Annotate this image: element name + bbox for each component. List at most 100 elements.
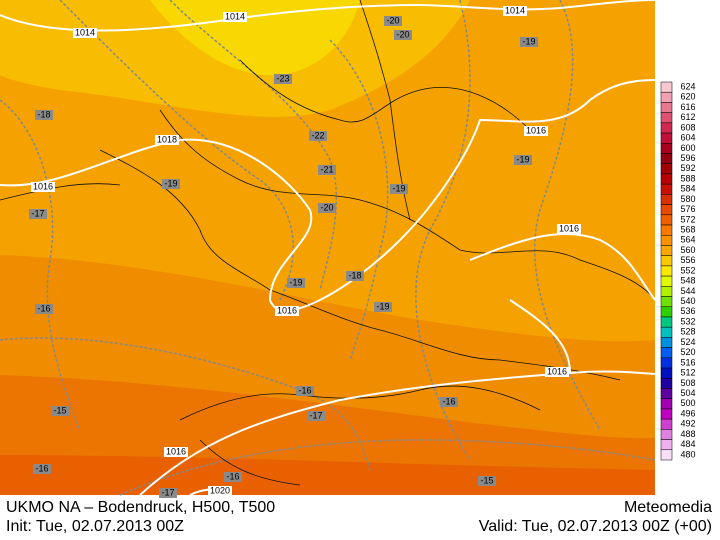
legend-label: 608 [680, 122, 695, 132]
temperature-label: -17 [31, 208, 44, 218]
footer-init: Init: Tue, 02.07.2013 00Z [6, 518, 184, 535]
legend-label: 548 [680, 276, 695, 286]
legend-label: 580 [680, 194, 695, 204]
temperature-label-box [33, 464, 51, 474]
legend-swatch [660, 143, 673, 154]
legend-swatch [660, 204, 673, 216]
legend-swatch [660, 439, 673, 451]
footer: UKMO NA – Bodendruck, H500, T500 Meteome… [6, 499, 712, 535]
legend-label: 564 [680, 235, 695, 245]
legend-label: 508 [680, 378, 695, 388]
temperature-label-box [296, 386, 314, 396]
temperature-label: -16 [442, 396, 455, 406]
legend-label: 512 [680, 368, 695, 378]
temperature-label-box [309, 131, 327, 141]
legend-label: 596 [680, 153, 695, 163]
isobar-label: 1014 [75, 27, 95, 37]
isobar-label: 1020 [210, 485, 230, 495]
temperature-label: -21 [320, 164, 333, 174]
isobar-label-box [275, 306, 299, 316]
temperature-label-box [29, 209, 47, 219]
legend-swatch [660, 214, 673, 226]
legend-swatch [660, 286, 673, 297]
legend-label: 604 [680, 133, 695, 143]
map [0, 0, 656, 496]
temperature-label-box [440, 397, 458, 407]
isobar-label-box [164, 447, 188, 457]
legend-swatch [660, 163, 673, 175]
legend-label: 540 [680, 296, 695, 306]
isobar-label-box [208, 486, 232, 496]
legend-label: 600 [680, 143, 695, 153]
legend-label: 536 [680, 306, 695, 316]
isobar-label: 1016 [526, 125, 546, 135]
temperature-label: -19 [392, 183, 405, 193]
legend-swatch [660, 153, 673, 164]
legend-swatch [660, 378, 673, 389]
temperature-label-box [318, 165, 336, 175]
temperature-label-box [159, 488, 177, 498]
isobar-label: 1014 [505, 5, 525, 15]
isobar-label-box [503, 6, 527, 16]
temperature-label: -16 [35, 463, 48, 473]
legend-swatch [660, 296, 673, 308]
legend-swatch [660, 265, 673, 277]
legend-swatch [660, 234, 673, 246]
legend-swatch [660, 316, 673, 328]
legend-swatch [660, 224, 673, 236]
legend-swatch [660, 132, 673, 144]
isobar-label: 1016 [166, 446, 186, 456]
temperature-label: -19 [522, 36, 535, 46]
temperature-label-box [384, 16, 402, 26]
legend-label: 616 [680, 102, 695, 112]
legend-label: 620 [680, 92, 695, 102]
legend-label: 488 [680, 429, 695, 439]
legend-label: 592 [680, 163, 695, 173]
isobar-label-box [73, 28, 97, 38]
isobar-label: 1016 [277, 305, 297, 315]
isobar-label-box [557, 224, 581, 234]
temperature-label-box [162, 179, 180, 189]
legend-swatch [660, 449, 673, 461]
legend-swatch [660, 306, 673, 318]
legend-label: 480 [680, 449, 695, 459]
temperature-label: -19 [164, 178, 177, 188]
temperature-label-box [35, 304, 53, 314]
legend-swatch [660, 194, 673, 205]
temperature-label-box [520, 37, 538, 47]
temperature-label: -20 [386, 15, 399, 25]
isobar-label-box [524, 126, 548, 136]
temperature-label: -22 [311, 130, 324, 140]
temperature-label-box [307, 411, 325, 421]
temperature-label-box [224, 472, 242, 482]
temperature-label: -20 [320, 202, 333, 212]
band-568 [150, 0, 360, 76]
legend-label: 584 [680, 184, 695, 194]
temperature-label-box [374, 302, 392, 312]
legend-swatch [660, 337, 673, 348]
legend-swatch [660, 326, 673, 338]
legend-label: 572 [680, 214, 695, 224]
legend-swatch [660, 367, 673, 379]
isobar-label: 1016 [559, 223, 579, 233]
temperature-label: -19 [376, 301, 389, 311]
temperature-label: -15 [480, 475, 493, 485]
isobar-label-box [223, 12, 247, 22]
temperature-label-box [390, 184, 408, 194]
legend-label: 504 [680, 388, 695, 398]
legend-label: 556 [680, 255, 695, 265]
legend-label: 624 [680, 81, 695, 91]
legend-label: 520 [680, 347, 695, 357]
temperature-label: -18 [37, 109, 50, 119]
isobar-label-box [545, 367, 569, 377]
temperature-label: -19 [516, 154, 529, 164]
legend-label: 544 [680, 286, 695, 296]
temperature-label-box [478, 476, 496, 486]
legend-label: 524 [680, 337, 695, 347]
legend-label: 588 [680, 173, 695, 183]
legend-label: 576 [680, 204, 695, 214]
legend-swatch [660, 112, 673, 124]
legend-label: 532 [680, 316, 695, 326]
legend-swatch [660, 388, 673, 399]
legend-swatch [660, 91, 673, 103]
